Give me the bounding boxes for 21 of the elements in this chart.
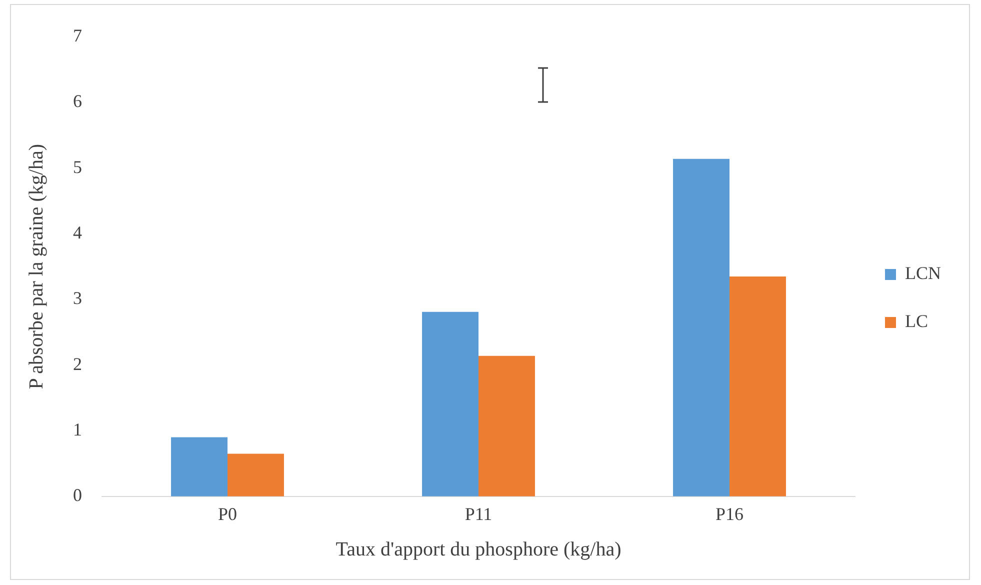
- y-tick-label: 7: [73, 26, 82, 46]
- legend-label: LC: [905, 311, 928, 332]
- y-tick-label: 4: [73, 222, 82, 243]
- bar: [422, 312, 478, 496]
- y-tick-label: 3: [73, 288, 82, 308]
- bar: [478, 356, 535, 496]
- x-axis-title: Taux d'apport du phosphore (kg/ha): [336, 538, 622, 560]
- bar: [228, 454, 284, 496]
- bar: [673, 158, 730, 496]
- x-tick-label: P16: [715, 504, 744, 524]
- x-tick-label: P0: [218, 504, 238, 524]
- y-tick-label: 1: [73, 419, 82, 440]
- y-tick-label: 6: [73, 91, 82, 112]
- y-axis-title: P absorbe par la graine (kg/ha): [25, 144, 48, 390]
- x-tick-label: P11: [464, 504, 492, 524]
- bar: [730, 276, 786, 496]
- y-tick-label: 5: [73, 156, 82, 177]
- legend-label: LCN: [905, 263, 941, 284]
- bar: [171, 437, 228, 496]
- y-tick-label: 2: [73, 354, 82, 374]
- y-tick-label: 0: [73, 485, 82, 506]
